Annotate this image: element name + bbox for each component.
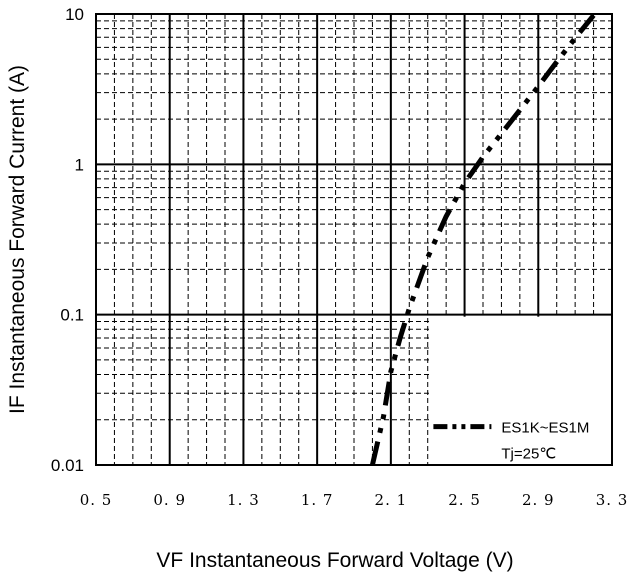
y-tick-label: 0.1: [60, 306, 84, 325]
x-tick-label: 1. 3: [227, 491, 260, 509]
series-layer: [369, 13, 596, 466]
x-tick-label: 1. 7: [301, 491, 334, 509]
x-tick-label: 0. 5: [80, 491, 113, 509]
x-axis-ticks: 0. 5 0. 9 1. 3 1. 7 2. 1 2. 5 2. 9 3. 3: [80, 491, 629, 509]
legend: ES1K~ES1M Tj=25℃: [433, 420, 589, 463]
temperature-annotation: Tj=25℃: [501, 446, 556, 463]
y-axis-ticks: 0.01 0.1 1 10: [51, 5, 84, 475]
x-tick-label: 3. 3: [596, 491, 629, 509]
y-tick-label: 1: [75, 155, 84, 174]
x-tick-label: 2. 9: [522, 491, 555, 509]
legend-box: [431, 316, 612, 465]
series-line-0: [369, 13, 596, 466]
y-tick-label: 10: [65, 5, 84, 24]
y-tick-label: 0.01: [51, 456, 84, 475]
y-axis-title: IF Instantaneous Forward Current (A): [6, 65, 29, 414]
x-tick-label: 0. 9: [153, 491, 186, 509]
x-axis-title: VF Instantaneous Forward Voltage (V): [156, 549, 513, 572]
x-tick-label: 2. 5: [448, 491, 481, 509]
x-tick-label: 2. 1: [375, 491, 408, 509]
legend-label: ES1K~ES1M: [501, 420, 589, 437]
minor-grid: [96, 14, 612, 465]
plot-frame: [95, 13, 613, 466]
